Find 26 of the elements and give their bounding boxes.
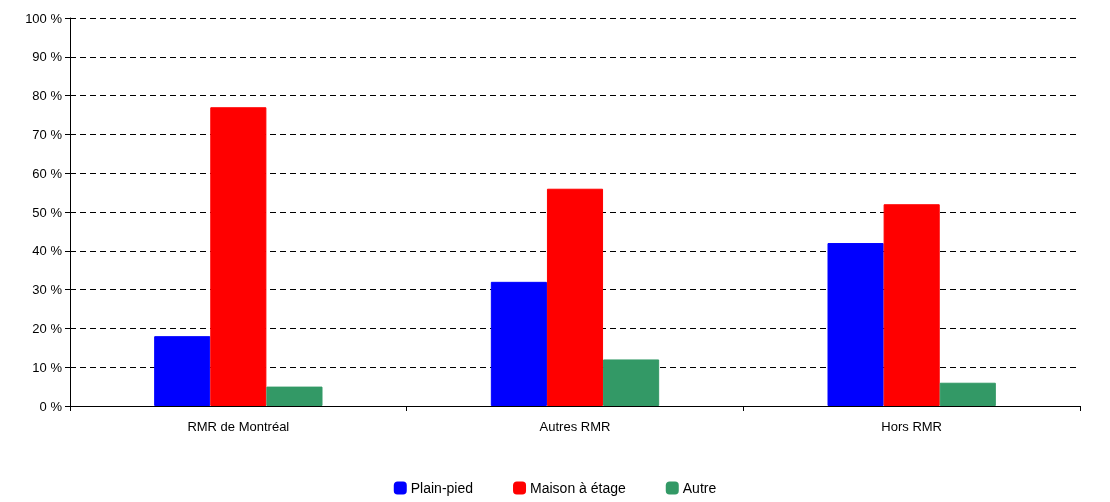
bar: [266, 386, 323, 406]
y-tick-label: 10 %: [32, 359, 63, 375]
y-tick-label: 100 %: [25, 10, 63, 26]
y-tick-label: 80 %: [32, 88, 63, 104]
x-tick-label: Hors RMR: [881, 419, 942, 434]
y-tick-label: 70 %: [32, 126, 63, 142]
bar: [490, 281, 547, 406]
bar: [546, 188, 604, 406]
y-tick-label: 50 %: [32, 204, 63, 220]
bar: [827, 243, 884, 406]
legend-label: Plain-pied: [410, 480, 474, 496]
y-tick-label: 60 %: [32, 165, 63, 181]
x-tick-label: RMR de Montréal: [187, 419, 290, 434]
legend-label: Autre: [682, 480, 717, 496]
bar: [210, 107, 267, 406]
legend-label: Maison à étage: [530, 480, 626, 496]
y-tick-label: 30 %: [32, 282, 63, 298]
bar: [154, 336, 211, 406]
bar: [603, 359, 660, 406]
bar: [883, 204, 940, 406]
x-tick-label: Autres RMR: [539, 419, 611, 434]
y-tick-label: 20 %: [32, 320, 63, 336]
bar: [939, 382, 996, 406]
y-tick-label: 0 %: [39, 398, 63, 414]
y-tick-label: 40 %: [32, 243, 63, 259]
y-tick-label: 90 %: [32, 49, 63, 65]
